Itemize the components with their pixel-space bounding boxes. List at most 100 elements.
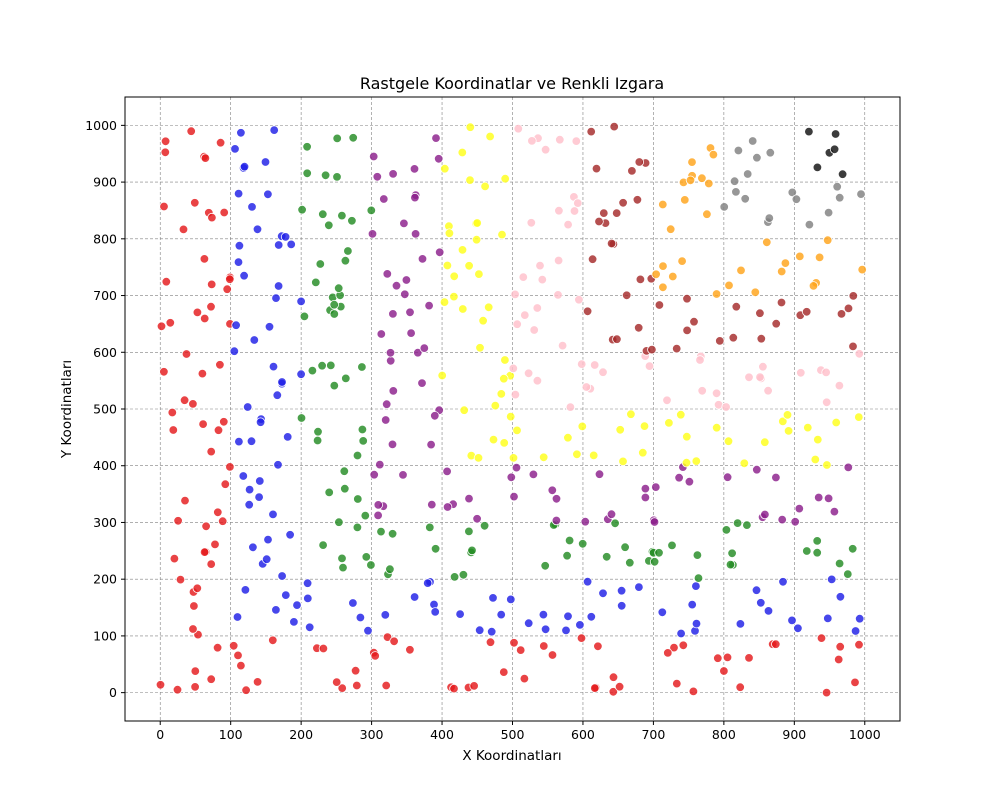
scatter-point	[586, 126, 596, 137]
scatter-point	[547, 485, 558, 496]
scatter-point	[609, 121, 619, 132]
x-tick-label: 700	[641, 727, 665, 742]
scatter-point	[638, 448, 648, 458]
scatter-point	[832, 181, 842, 192]
scatter-point	[315, 259, 326, 269]
scatter-point	[776, 297, 787, 308]
scatter-point	[337, 683, 347, 693]
scatter-point	[755, 372, 765, 382]
scatter-point	[626, 409, 636, 419]
scatter-point	[478, 316, 488, 326]
scatter-point	[510, 389, 521, 400]
scatter-point	[553, 290, 563, 300]
scatter-point	[668, 271, 678, 282]
scatter-point	[697, 386, 707, 396]
scatter-point	[449, 291, 459, 302]
scatter-point	[474, 269, 484, 279]
scatter-point	[571, 136, 582, 146]
scatter-point	[547, 650, 558, 660]
scatter-point	[586, 612, 597, 622]
scatter-point	[455, 609, 465, 619]
scatter-point	[386, 356, 396, 366]
scatter-point	[337, 210, 347, 221]
scatter-point	[405, 645, 415, 655]
x-tick-label: 200	[289, 727, 313, 742]
scatter-point	[654, 548, 664, 558]
scatter-point	[246, 436, 257, 446]
scatter-point	[581, 382, 592, 392]
scatter-point	[220, 479, 231, 489]
scatter-point	[190, 682, 200, 692]
scatter-point	[169, 553, 180, 564]
scatter-point	[417, 254, 428, 264]
scatter-point	[307, 365, 318, 376]
scatter-point	[678, 640, 689, 651]
scatter-point	[417, 378, 427, 388]
scatter-point	[317, 361, 327, 371]
scatter-point	[663, 648, 673, 658]
scatter-point	[764, 213, 775, 223]
scatter-point	[760, 437, 770, 447]
x-tick-label: 900	[782, 727, 806, 742]
scatter-point	[334, 517, 344, 527]
scatter-point	[168, 425, 179, 435]
scatter-point	[765, 147, 776, 158]
scatter-point	[771, 472, 781, 483]
scatter-point	[405, 307, 415, 318]
scatter-point	[464, 261, 474, 271]
scatter-point	[506, 594, 516, 605]
y-tick-label: 0	[109, 685, 117, 700]
scatter-point	[553, 255, 564, 266]
scatter-point	[511, 462, 522, 473]
scatter-point	[516, 645, 526, 655]
scatter-point	[155, 680, 166, 690]
scatter-point	[711, 289, 722, 299]
scatter-point	[431, 133, 441, 143]
scatter-point	[758, 362, 768, 372]
scatter-point	[458, 570, 469, 580]
scatter-point	[682, 294, 692, 304]
scatter-point	[254, 492, 264, 502]
scatter-point	[457, 245, 468, 255]
scatter-point	[526, 218, 537, 228]
scatter-point	[363, 626, 373, 636]
scatter-point	[240, 585, 251, 595]
scatter-point	[804, 219, 815, 230]
scatter-point	[835, 192, 845, 203]
scatter-point	[388, 386, 399, 396]
scatter-point	[780, 258, 791, 268]
scatter-point	[430, 544, 441, 554]
scatter-point	[506, 472, 517, 483]
scatter-point	[160, 136, 171, 147]
scatter-point	[439, 297, 450, 307]
scatter-point	[843, 569, 853, 579]
scatter-point	[693, 573, 704, 583]
scatter-point	[677, 256, 687, 266]
scatter-point	[691, 581, 701, 591]
scatter-point	[577, 359, 587, 369]
scatter-point	[535, 260, 545, 271]
scatter-point	[500, 173, 510, 184]
scatter-point	[725, 559, 736, 570]
scatter-point	[366, 205, 377, 216]
scatter-point	[651, 482, 661, 492]
scatter-point	[834, 654, 844, 665]
scatter-point	[732, 518, 743, 528]
scatter-point	[582, 306, 593, 317]
scatter-point	[787, 187, 798, 198]
scatter-point	[614, 682, 625, 692]
scatter-point	[755, 308, 765, 318]
scatter-point	[442, 502, 453, 512]
scatter-point	[206, 279, 217, 290]
scatter-point	[255, 476, 265, 486]
scatter-point	[329, 300, 339, 310]
scatter-point	[296, 296, 306, 307]
scatter-point	[750, 287, 761, 298]
scatter-point	[778, 416, 788, 427]
scatter-point	[812, 162, 823, 173]
scatter-point	[269, 125, 279, 135]
scatter-point	[230, 144, 240, 154]
scatter-point	[551, 494, 562, 504]
scatter-point	[475, 343, 485, 353]
scatter-point	[244, 484, 255, 495]
